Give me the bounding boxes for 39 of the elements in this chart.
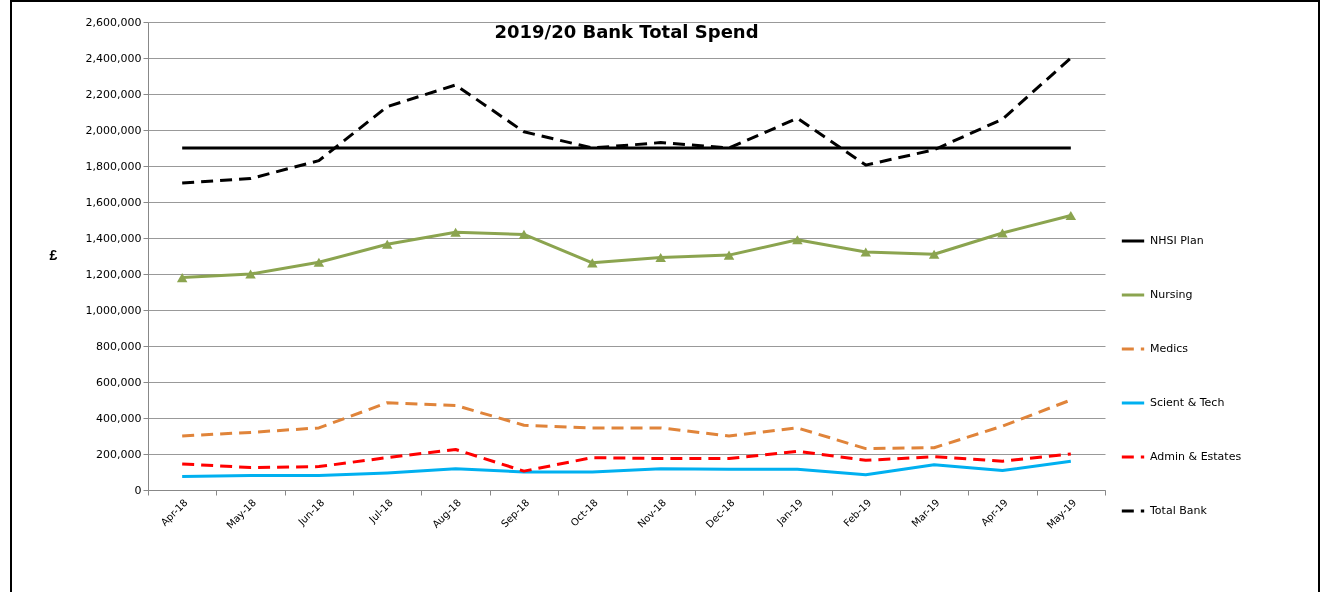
point: [655, 252, 666, 262]
y-tick-label: 1,400,000: [85, 231, 142, 245]
legend-label: NHSI Plan: [1150, 234, 1204, 247]
legend-label: Nursing: [1150, 288, 1193, 301]
legend-label: Scient & Tech: [1150, 396, 1225, 409]
point: [245, 269, 256, 279]
point: [313, 257, 325, 267]
y-tick-label: 1,800,000: [85, 159, 142, 173]
legend-label: Total Bank: [1149, 504, 1208, 517]
y-tick-label: 1,200,000: [85, 267, 142, 281]
point: [997, 228, 1008, 238]
legend-label: Medics: [1150, 342, 1189, 355]
point: [518, 229, 530, 239]
y-tick-label: 2,200,000: [85, 87, 142, 101]
y-tick-label: 2,400,000: [85, 51, 142, 65]
point: [587, 258, 598, 268]
point: [1065, 210, 1077, 221]
point: [860, 247, 871, 257]
y-tick-label: 600,000: [96, 375, 142, 389]
y-tick-label: 400,000: [96, 411, 142, 425]
y-axis-title: £: [49, 246, 58, 263]
y-tick-label: 2,000,000: [85, 123, 142, 137]
y-tick-label: 200,000: [96, 447, 142, 461]
point: [176, 273, 188, 283]
line-series: [180, 448, 1073, 473]
point: [792, 235, 803, 245]
line-series: [180, 459, 1073, 478]
point: [723, 250, 735, 260]
chart-title: 2019/20 Bank Total Spend: [494, 21, 759, 42]
y-tick-label: 1,600,000: [85, 195, 142, 209]
point: [382, 239, 393, 249]
y-tick-label: 800,000: [96, 339, 142, 353]
point: [450, 227, 461, 237]
y-tick-label: 1,000,000: [85, 303, 142, 317]
line-series: [180, 56, 1073, 185]
legend-label: Admin & Estates: [1150, 450, 1242, 463]
y-tick-label: 0: [134, 483, 142, 497]
y-tick-label: 2,600,000: [85, 15, 142, 29]
point: [928, 249, 940, 259]
